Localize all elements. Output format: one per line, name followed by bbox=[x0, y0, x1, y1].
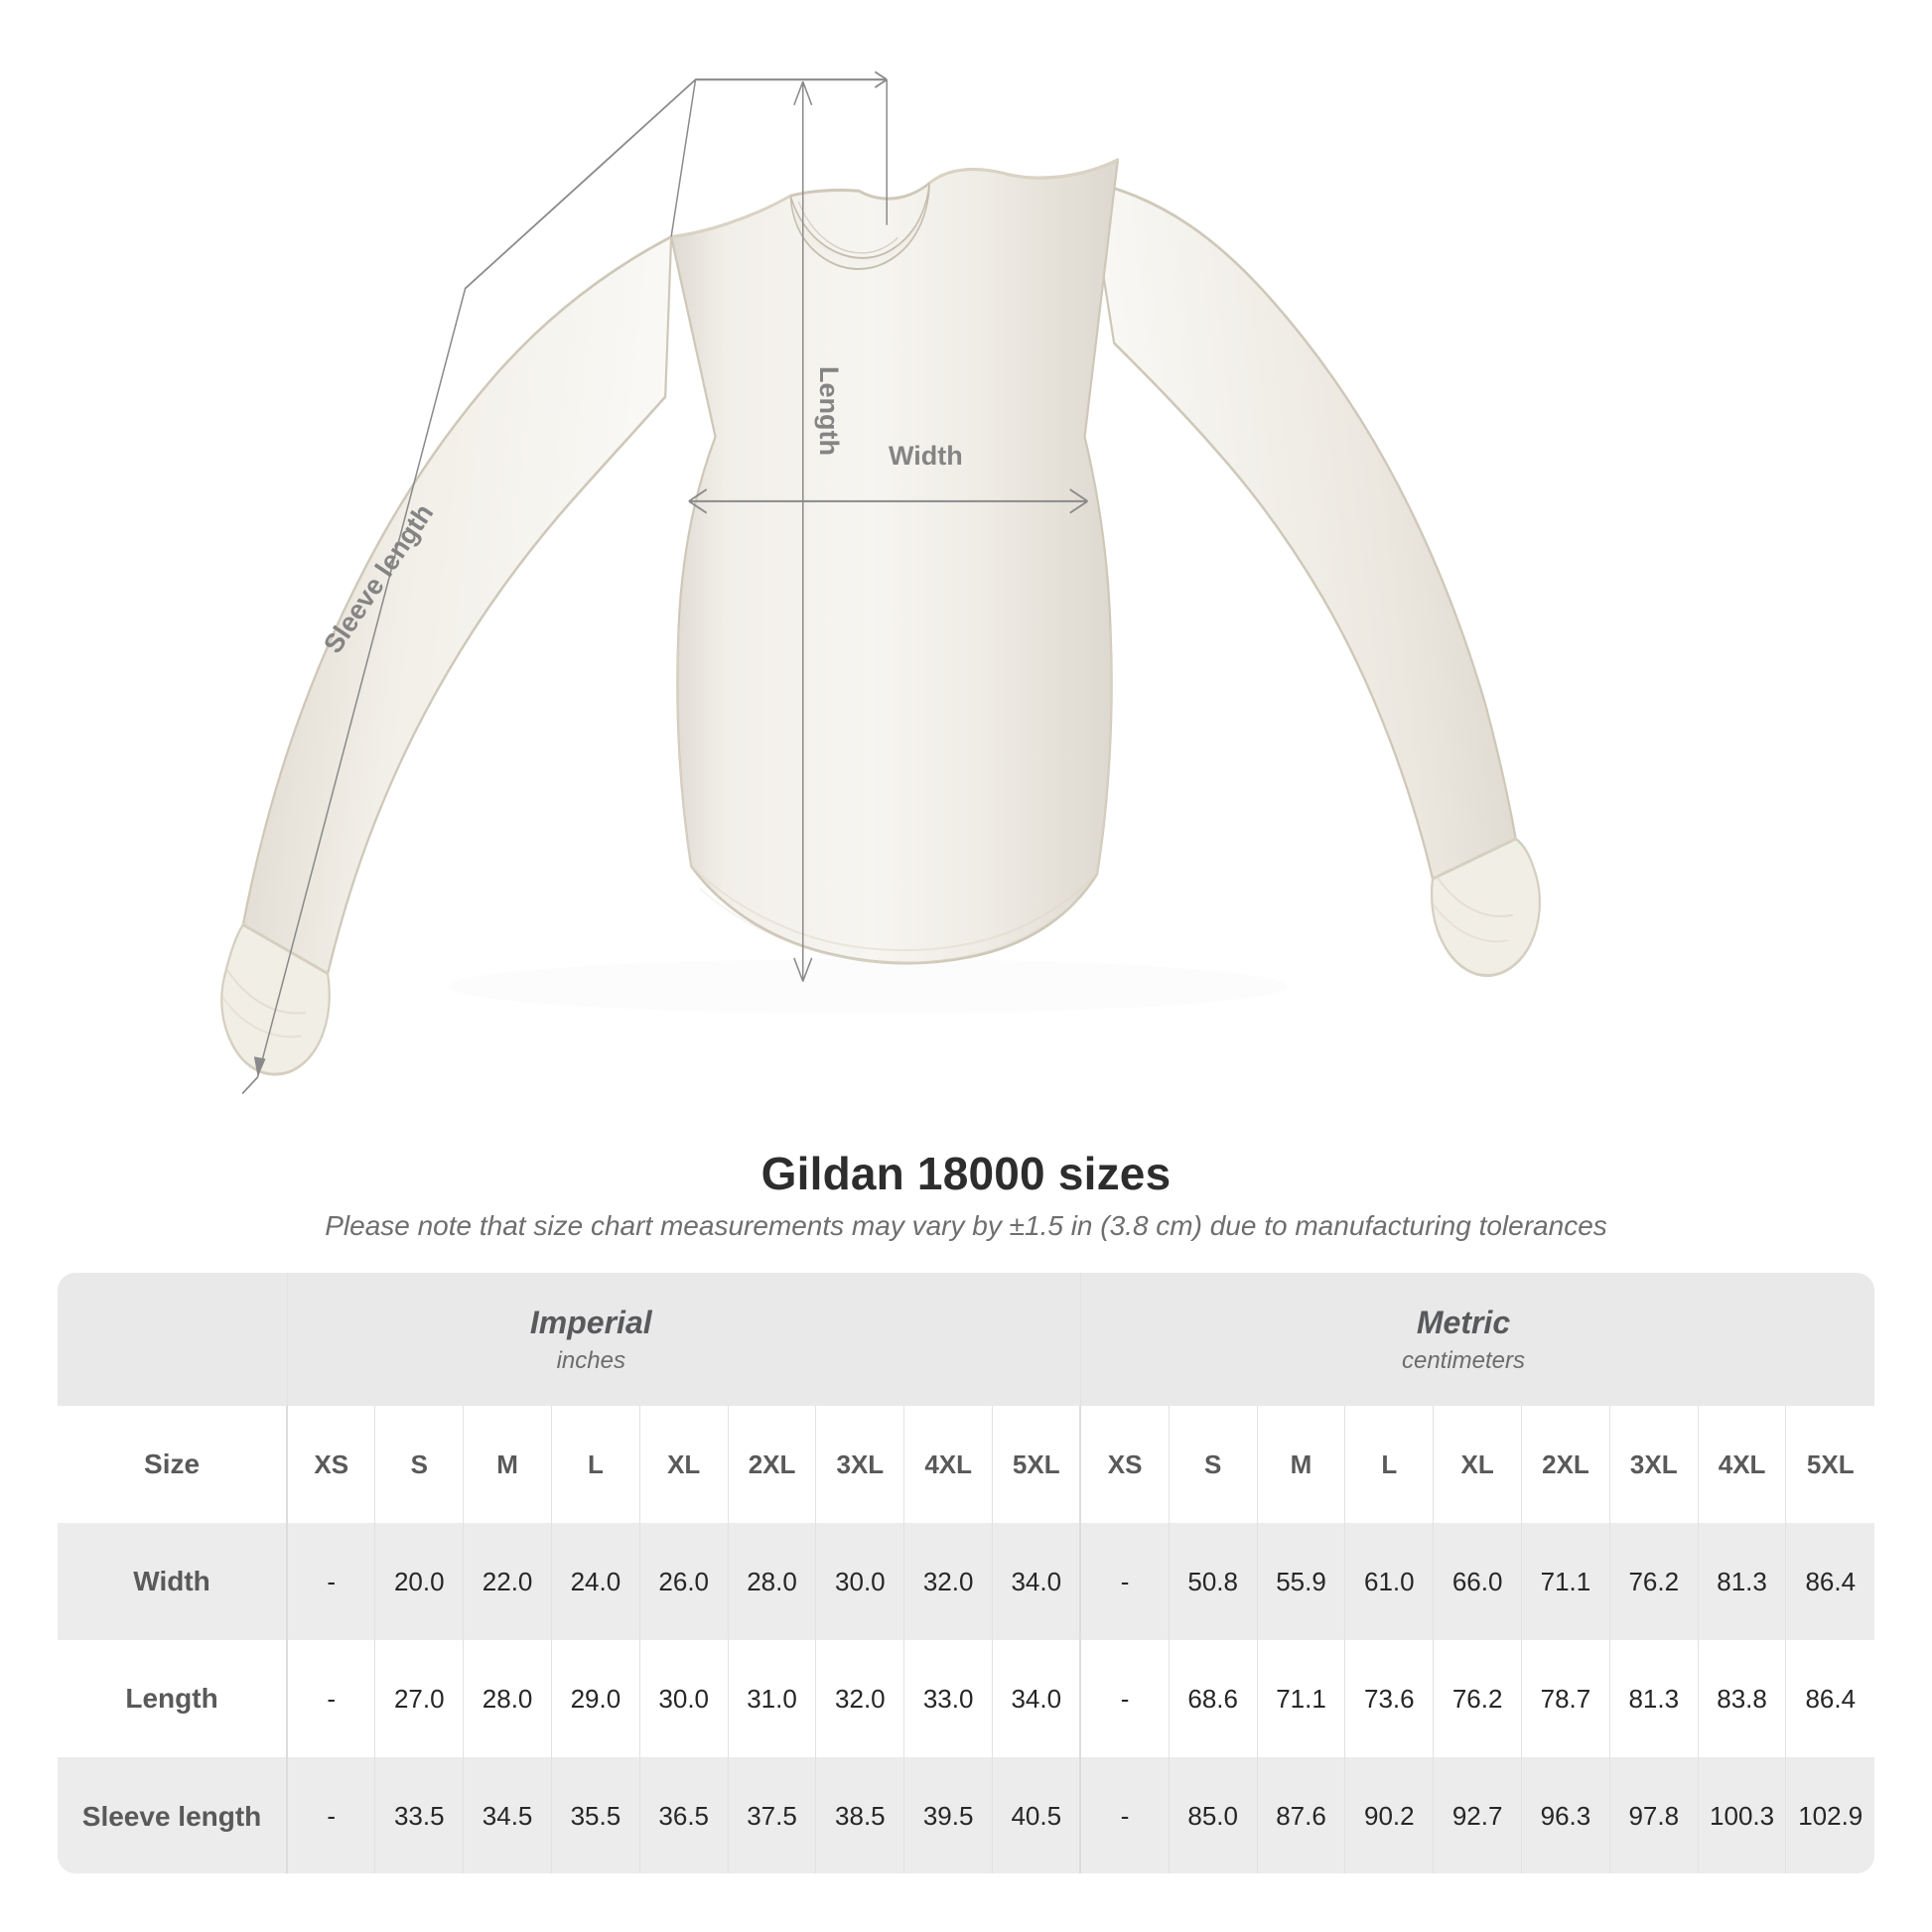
svg-text:Length: Length bbox=[814, 366, 844, 456]
svg-text:Width: Width bbox=[889, 441, 963, 471]
